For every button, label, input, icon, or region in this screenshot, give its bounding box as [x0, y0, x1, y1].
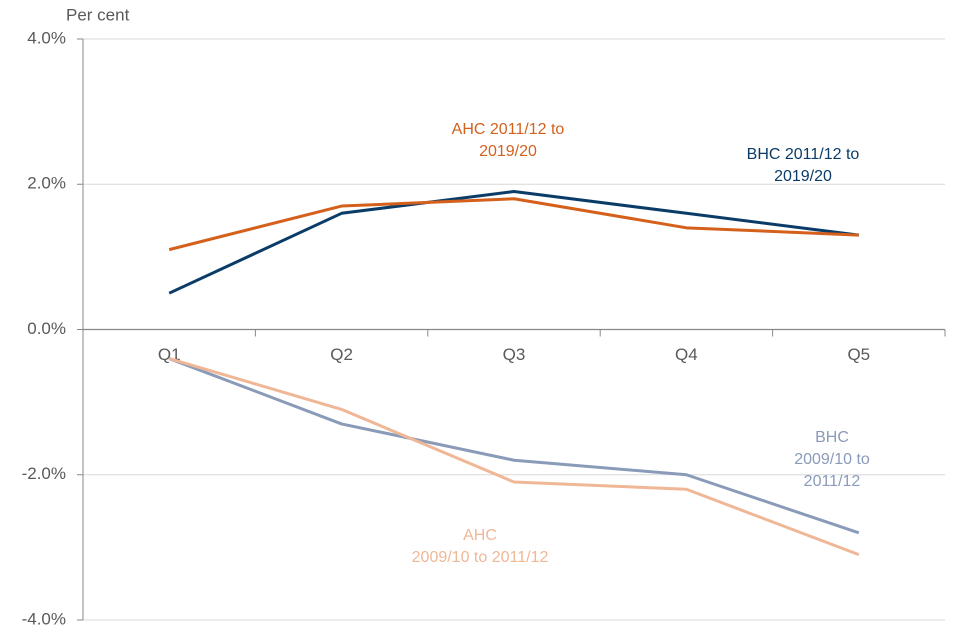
y-tick-label: -4.0%: [22, 609, 66, 628]
y-tick-label: -2.0%: [22, 464, 66, 483]
series-label: AHC 2011/12 to 2019/20: [451, 121, 565, 160]
y-tick-label: 4.0%: [27, 28, 66, 47]
series-label: BHC 2009/10 to 2011/12: [794, 429, 870, 490]
line-series: [168, 197, 859, 252]
y-tick-label: 0.0%: [27, 319, 66, 338]
series-label: BHC 2011/12 to 2019/20: [746, 146, 860, 185]
line-series: [168, 357, 860, 535]
x-tick-label: Q3: [503, 345, 526, 364]
line-series: [168, 190, 859, 295]
x-tick-label: Q5: [847, 345, 870, 364]
y-axis-label: Per cent: [66, 5, 130, 24]
x-tick-label: Q4: [675, 345, 698, 364]
x-tick-label: Q2: [330, 345, 353, 364]
line-series: [168, 357, 860, 557]
series-label: AHC 2009/10 to 2011/12: [411, 527, 549, 566]
y-tick-label: 2.0%: [27, 174, 66, 193]
